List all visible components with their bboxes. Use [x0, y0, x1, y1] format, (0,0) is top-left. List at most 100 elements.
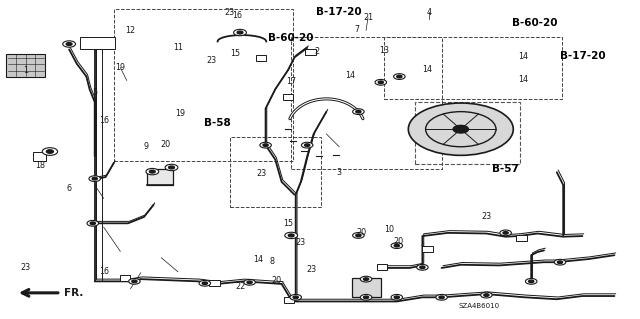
Text: B-60-20: B-60-20 [512, 18, 557, 28]
Circle shape [87, 220, 99, 226]
Circle shape [378, 81, 383, 84]
Text: 4: 4 [426, 8, 431, 17]
Circle shape [557, 261, 563, 263]
Circle shape [199, 280, 211, 286]
Text: 19: 19 [175, 109, 186, 118]
Circle shape [484, 294, 489, 296]
Bar [114, 9, 293, 161]
Text: 14: 14 [518, 52, 529, 61]
Text: B-58: B-58 [204, 118, 230, 128]
Text: 15: 15 [283, 219, 293, 228]
Circle shape [525, 278, 537, 284]
Circle shape [132, 280, 137, 283]
Text: 10: 10 [384, 225, 394, 234]
Text: B-60-20: B-60-20 [268, 33, 313, 43]
Circle shape [397, 75, 402, 78]
Circle shape [288, 234, 294, 237]
Circle shape [408, 103, 513, 155]
Bar [209, 280, 220, 286]
Circle shape [394, 74, 405, 79]
Bar [291, 37, 442, 169]
Bar [147, 169, 173, 185]
Circle shape [305, 144, 310, 146]
Bar [377, 264, 387, 270]
Circle shape [364, 278, 369, 280]
Circle shape [290, 294, 301, 300]
Circle shape [263, 144, 268, 146]
Circle shape [92, 177, 97, 180]
Circle shape [391, 243, 403, 249]
Circle shape [554, 259, 566, 265]
Circle shape [169, 166, 174, 169]
Bar [305, 49, 316, 55]
Text: 20: 20 [271, 276, 282, 285]
Circle shape [146, 168, 159, 175]
Bar [230, 137, 321, 207]
Text: 19: 19 [115, 63, 125, 72]
Bar [256, 55, 266, 61]
Circle shape [90, 222, 95, 225]
Text: 14: 14 [345, 71, 355, 80]
Text: 23: 23 [256, 169, 266, 178]
Circle shape [67, 43, 72, 45]
Text: 23: 23 [306, 265, 316, 274]
Circle shape [260, 142, 271, 148]
Bar [6, 54, 45, 77]
Text: B-57: B-57 [492, 164, 518, 174]
Text: 2: 2 [314, 47, 319, 56]
Circle shape [360, 294, 372, 300]
Text: 8: 8 [269, 257, 275, 266]
Circle shape [500, 230, 511, 236]
Circle shape [481, 292, 492, 298]
Text: 15: 15 [230, 49, 241, 58]
Bar [422, 246, 433, 252]
Circle shape [165, 164, 178, 171]
Circle shape [360, 276, 372, 282]
Circle shape [356, 234, 361, 237]
Bar [284, 297, 294, 303]
Circle shape [436, 294, 447, 300]
Text: 20: 20 [160, 140, 170, 149]
Text: 14: 14 [518, 75, 529, 84]
Text: 1: 1 [23, 66, 28, 75]
Circle shape [417, 264, 428, 270]
Text: 9: 9 [143, 142, 148, 151]
Bar [516, 235, 527, 241]
Bar [80, 37, 115, 49]
Text: 17: 17 [286, 77, 296, 86]
Text: 14: 14 [253, 256, 263, 264]
Text: 5: 5 [92, 88, 97, 97]
Bar [33, 152, 46, 161]
Text: 23: 23 [296, 238, 306, 247]
Bar [415, 102, 520, 164]
Bar [352, 278, 381, 297]
Circle shape [202, 282, 207, 285]
Circle shape [375, 79, 387, 85]
Circle shape [353, 109, 364, 115]
Circle shape [439, 296, 444, 299]
Circle shape [394, 244, 399, 247]
Text: 22: 22 [235, 282, 245, 291]
Circle shape [247, 281, 252, 284]
Bar [384, 37, 562, 99]
Circle shape [503, 232, 508, 234]
Circle shape [150, 170, 155, 173]
Text: 23: 23 [481, 212, 492, 221]
Text: B-17-20: B-17-20 [316, 7, 362, 17]
Text: 7: 7 [355, 25, 360, 34]
Text: FR.: FR. [64, 288, 83, 298]
Circle shape [391, 294, 403, 300]
Text: 23: 23 [206, 56, 216, 65]
Circle shape [453, 125, 468, 133]
Text: 14: 14 [422, 65, 433, 74]
Text: 12: 12 [125, 26, 136, 35]
Text: 11: 11 [173, 43, 183, 52]
Text: 20: 20 [356, 228, 367, 237]
Text: B-17-20: B-17-20 [560, 51, 605, 61]
Circle shape [394, 296, 399, 299]
Circle shape [285, 232, 298, 239]
Circle shape [301, 142, 313, 148]
Circle shape [63, 41, 76, 47]
Circle shape [129, 278, 140, 284]
Bar [120, 275, 130, 281]
